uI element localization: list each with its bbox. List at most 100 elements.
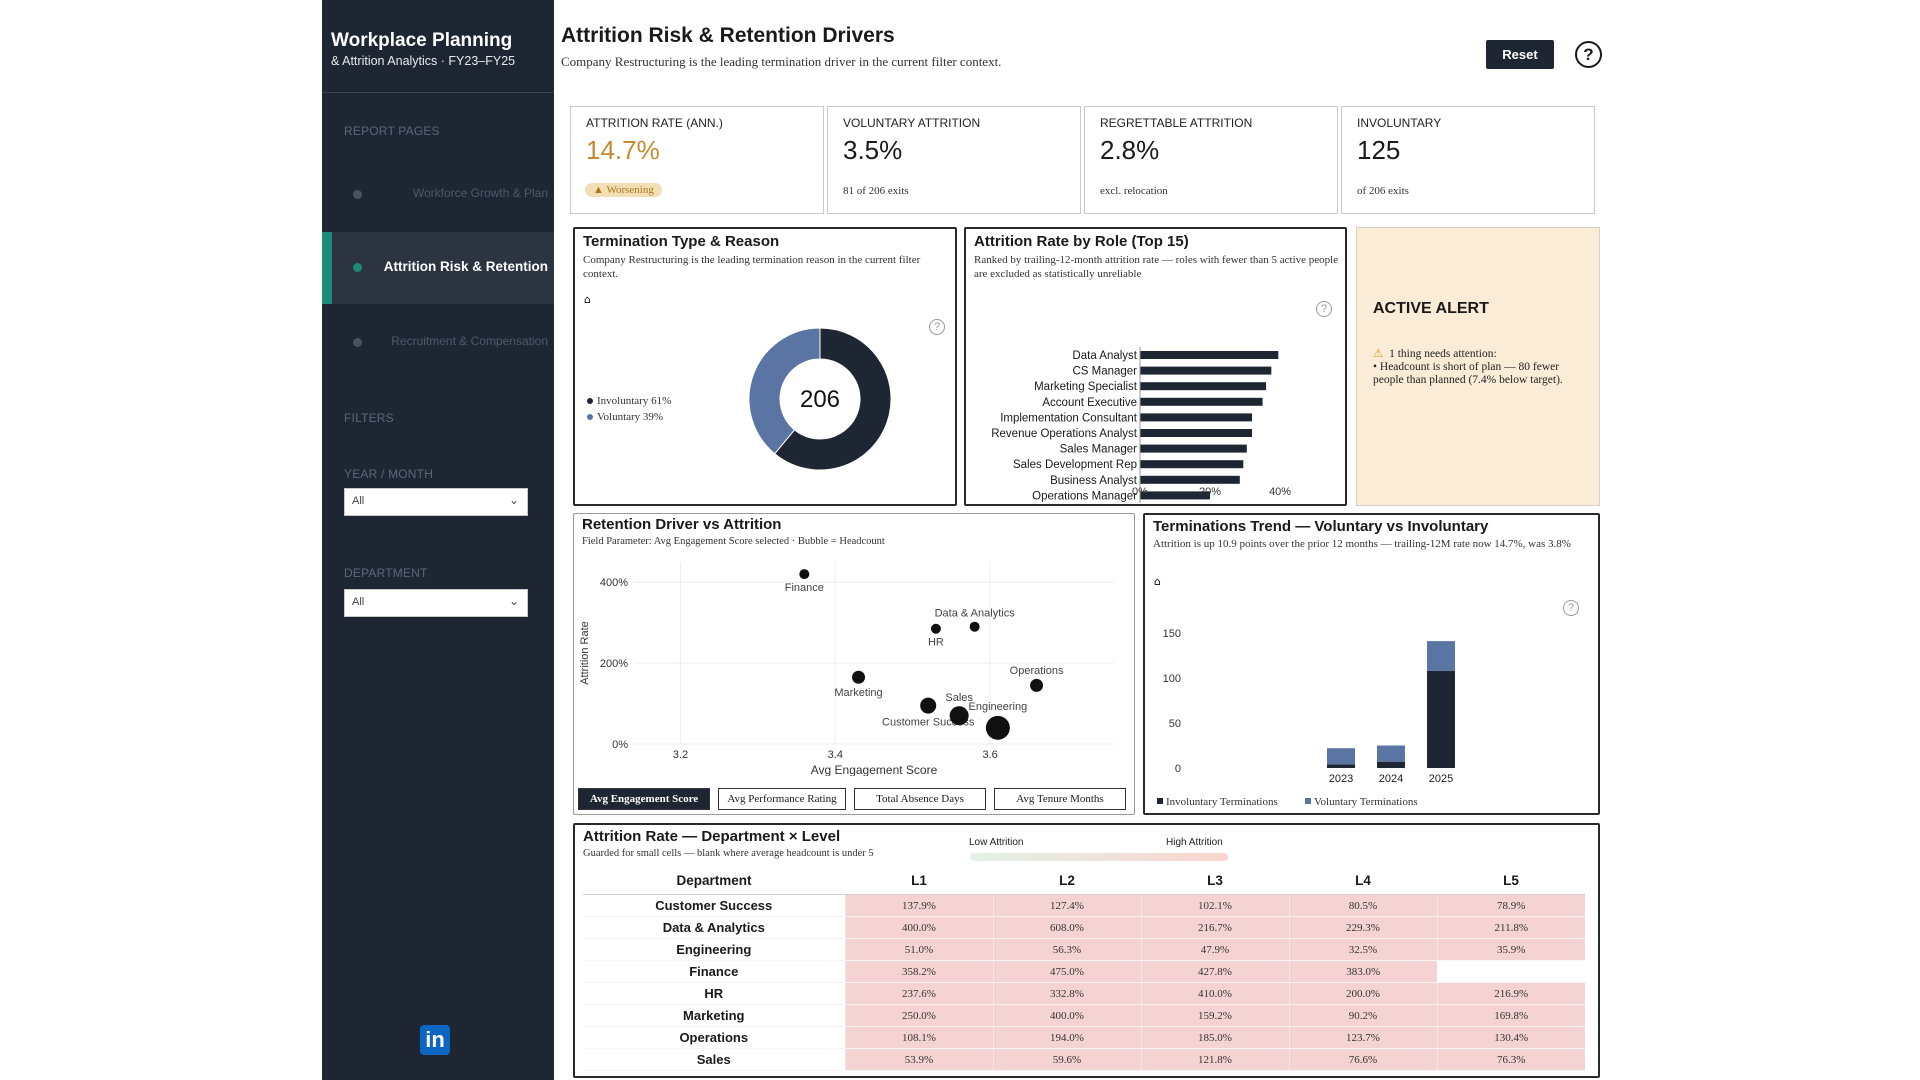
- heatmap-cell[interactable]: 229.3%: [1288, 916, 1437, 939]
- field-param-absence-button[interactable]: Total Absence Days: [854, 788, 986, 810]
- heatmap-cell[interactable]: 53.9%: [844, 1048, 993, 1071]
- tick-label: 2023: [1329, 773, 1353, 785]
- heatmap-cell[interactable]: 358.2%: [844, 960, 993, 983]
- heatmap-cell[interactable]: 123.7%: [1288, 1026, 1437, 1049]
- bar-implementation-consultant[interactable]: [1140, 413, 1253, 422]
- bar-data-analyst[interactable]: [1140, 351, 1279, 359]
- heatmap-cell[interactable]: 200.0%: [1288, 982, 1437, 1005]
- heatmap-cell[interactable]: [1437, 960, 1585, 983]
- bar-involuntary-2024[interactable]: [1377, 761, 1405, 768]
- heatmap-cell[interactable]: 216.7%: [1140, 916, 1289, 939]
- page-subtitle: Company Restructuring is the leading ter…: [561, 54, 1002, 69]
- bar-cs-manager[interactable]: [1140, 366, 1272, 375]
- heatmap-cell[interactable]: 35.9%: [1436, 938, 1585, 961]
- heatmap-cell[interactable]: 250.0%: [844, 1004, 993, 1027]
- field-param-engagement-button[interactable]: Avg Engagement Score: [578, 788, 710, 810]
- year-month-dropdown[interactable]: All ⌄: [344, 488, 528, 516]
- row-department: Sales: [583, 1048, 845, 1071]
- bubble-label: Marketing: [834, 687, 882, 699]
- heatmap-cell[interactable]: 475.0%: [992, 960, 1141, 983]
- heatmap-cell[interactable]: 90.2%: [1288, 1004, 1437, 1027]
- heatmap-cell[interactable]: 410.0%: [1140, 982, 1289, 1005]
- bar-marketing-specialist[interactable]: [1140, 382, 1267, 391]
- nav-workforce-growth[interactable]: Workforce Growth & Plan: [322, 159, 554, 231]
- bubble-hr[interactable]: [930, 623, 941, 634]
- bar-revenue-operations-analyst[interactable]: [1140, 429, 1253, 437]
- heatmap-cell[interactable]: 59.6%: [992, 1048, 1141, 1071]
- donut-slice-voluntary[interactable]: [748, 327, 821, 455]
- heatmap-cell[interactable]: 137.9%: [844, 894, 993, 917]
- heatmap-cell[interactable]: 159.2%: [1140, 1004, 1289, 1027]
- bubble-sales[interactable]: [949, 706, 969, 726]
- heatmap-cell[interactable]: 332.8%: [992, 982, 1141, 1005]
- bubble-label: Operations: [1010, 665, 1064, 677]
- department-value: All: [352, 596, 365, 608]
- field-param-tenure-button[interactable]: Avg Tenure Months: [994, 788, 1126, 810]
- bubble-operations[interactable]: [1030, 678, 1044, 692]
- heatmap-cell[interactable]: 32.5%: [1288, 938, 1437, 961]
- bar-involuntary-2025[interactable]: [1427, 670, 1455, 768]
- nav-recruitment[interactable]: Recruitment & Compensation: [322, 307, 554, 379]
- bubble-customer-success[interactable]: [920, 697, 937, 714]
- bar-voluntary-2025[interactable]: [1427, 641, 1455, 671]
- role-bar-chart[interactable]: Data Analyst CS Manager Marketing Speciali…: [966, 319, 1345, 504]
- linkedin-icon[interactable]: in: [420, 1025, 450, 1055]
- heatmap-cell[interactable]: 76.3%: [1436, 1048, 1585, 1071]
- heatmap-cell[interactable]: 127.4%: [992, 894, 1141, 917]
- heatmap-cell[interactable]: 78.9%: [1436, 894, 1585, 917]
- donut-chart[interactable]: 206: [745, 324, 895, 474]
- column-header[interactable]: L5: [1437, 867, 1585, 895]
- heatmap-cell[interactable]: 76.6%: [1288, 1048, 1437, 1071]
- bar-voluntary-2024[interactable]: [1377, 745, 1405, 762]
- heatmap-cell[interactable]: 56.3%: [992, 938, 1141, 961]
- bar-operations-manager[interactable]: [1140, 491, 1211, 500]
- bar-sales-manager[interactable]: [1140, 444, 1247, 453]
- nav-attrition-risk[interactable]: Attrition Risk & Retention: [322, 232, 554, 304]
- reset-button[interactable]: Reset: [1486, 40, 1554, 69]
- help-icon[interactable]: ?: [1575, 41, 1602, 68]
- bubble-engineering[interactable]: [985, 715, 1010, 740]
- heatmap-cell[interactable]: 237.6%: [844, 982, 993, 1005]
- heatmap-cell[interactable]: 130.4%: [1436, 1026, 1585, 1049]
- home-icon[interactable]: ⌂: [584, 293, 591, 306]
- column-header[interactable]: L3: [1141, 867, 1289, 895]
- legend-label: Voluntary 39%: [597, 411, 664, 423]
- bar-involuntary-2023[interactable]: [1327, 764, 1355, 768]
- bubble-data-analytics[interactable]: [969, 621, 980, 632]
- heatmap-cell[interactable]: 121.8%: [1140, 1048, 1289, 1071]
- home-icon[interactable]: ⌂: [1154, 575, 1161, 588]
- heatmap-cell[interactable]: 108.1%: [844, 1026, 993, 1049]
- heatmap-cell[interactable]: 169.8%: [1436, 1004, 1585, 1027]
- heatmap-cell[interactable]: 185.0%: [1140, 1026, 1289, 1049]
- heatmap-cell[interactable]: 400.0%: [992, 1004, 1141, 1027]
- bubble-finance[interactable]: [799, 569, 810, 580]
- bar-business-analyst[interactable]: [1140, 475, 1240, 484]
- help-icon[interactable]: ?: [1563, 600, 1579, 616]
- heatmap-cell[interactable]: 211.8%: [1436, 916, 1585, 939]
- heatmap-cell[interactable]: 47.9%: [1140, 938, 1289, 961]
- heatmap-cell[interactable]: 383.0%: [1288, 960, 1437, 983]
- help-icon[interactable]: ?: [1316, 301, 1332, 317]
- heatmap-cell[interactable]: 51.0%: [844, 938, 993, 961]
- bar-sales-development-rep[interactable]: [1140, 460, 1244, 469]
- stacked-bar-chart[interactable]: 0 50 100 150 2023 2024 2025 Involuntary Termina…: [1145, 593, 1598, 813]
- heatmap-cell[interactable]: 80.5%: [1288, 894, 1437, 917]
- help-icon[interactable]: ?: [929, 319, 945, 335]
- heatmap-cell[interactable]: 608.0%: [992, 916, 1141, 939]
- heatmap-cell[interactable]: 427.8%: [1140, 960, 1289, 983]
- heatmap-cell[interactable]: 102.1%: [1140, 894, 1289, 917]
- donut-slice-involuntary[interactable]: [774, 327, 892, 471]
- heatmap-cell[interactable]: 216.9%: [1436, 982, 1585, 1005]
- column-header[interactable]: L1: [845, 867, 993, 895]
- column-header[interactable]: L4: [1289, 867, 1437, 895]
- scatter-chart[interactable]: 0% 200% 400% 3.2 3.4 3.6 Attrition Rate Avg Eng…: [574, 554, 1134, 776]
- column-header[interactable]: Department: [583, 867, 845, 895]
- bar-voluntary-2023[interactable]: [1327, 748, 1355, 765]
- heatmap-cell[interactable]: 194.0%: [992, 1026, 1141, 1049]
- bubble-marketing[interactable]: [852, 670, 866, 684]
- heatmap-cell[interactable]: 400.0%: [844, 916, 993, 939]
- column-header[interactable]: L2: [993, 867, 1141, 895]
- department-dropdown[interactable]: All ⌄: [344, 589, 528, 617]
- bar-account-executive[interactable]: [1140, 397, 1263, 406]
- field-param-performance-button[interactable]: Avg Performance Rating: [718, 788, 846, 810]
